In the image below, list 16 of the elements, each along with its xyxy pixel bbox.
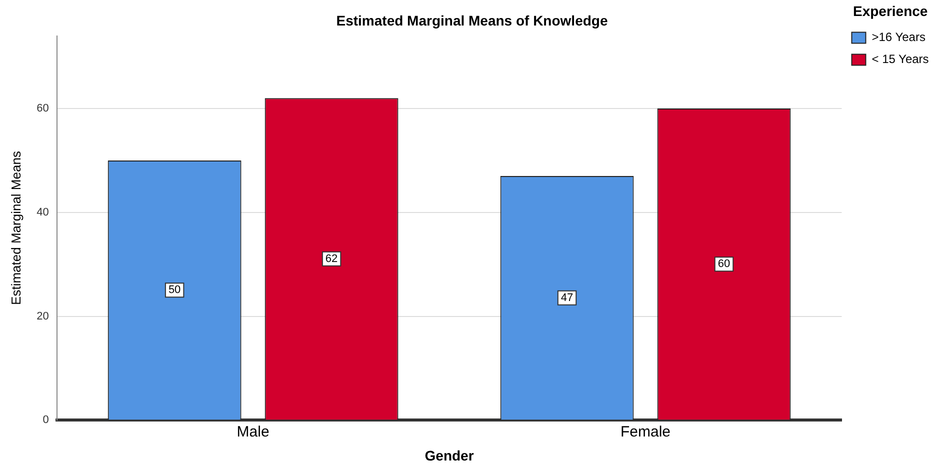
chart-title: Estimated Marginal Means of Knowledge [336,12,608,28]
data-label: 60 [718,258,730,270]
y-tick-label: 40 [36,206,49,218]
data-label: 50 [168,284,181,296]
y-tick-label: 60 [36,102,49,115]
x-tick-label: Male [236,423,270,440]
legend-label: < 15 Years [872,52,929,66]
x-axis-title: Gender [424,447,474,464]
y-axis-title: Estimated Marginal Means [8,150,24,305]
data-label: 47 [560,292,574,304]
y-tick-label: 20 [36,310,49,322]
x-tick-label: Female [620,423,671,440]
data-label: 62 [325,252,338,265]
legend-label: >16 Years [872,30,926,44]
y-tick-label: 0 [42,414,49,426]
legend-title: Experience [853,2,928,19]
